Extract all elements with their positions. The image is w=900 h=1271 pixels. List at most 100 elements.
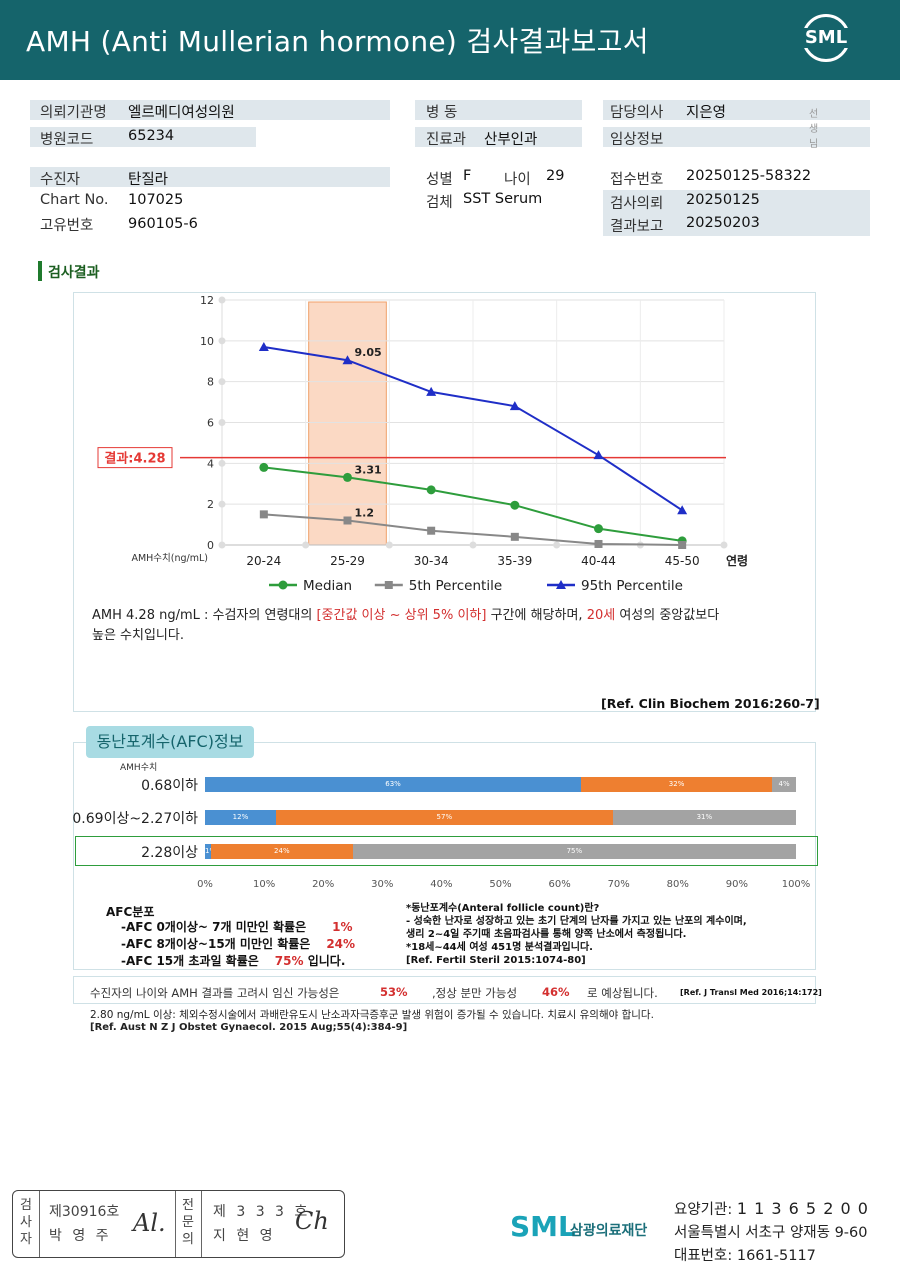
divider xyxy=(201,1191,202,1257)
hospital-code-label: 병원코드 xyxy=(40,132,94,148)
x-tick-dot xyxy=(385,541,393,549)
afc-tick-label: 60% xyxy=(548,879,571,890)
info-bar xyxy=(30,127,256,147)
chart-reference: [Ref. Clin Biochem 2016:260-7] xyxy=(601,696,820,711)
code-value: 1 1 3 6 5 2 0 0 xyxy=(736,1199,869,1218)
y-tick-label: 10 xyxy=(200,335,214,348)
receipt-value: 20250125-58322 xyxy=(686,168,812,184)
series-line xyxy=(263,513,683,546)
afc-bar-segment: 12% xyxy=(205,810,276,825)
phone-label: 대표번호: xyxy=(674,1248,737,1264)
y-tick-label: 6 xyxy=(207,417,214,430)
institution-value: 엘르메디여성의원 xyxy=(128,105,235,121)
info-bar xyxy=(603,100,870,120)
interp-range: [중간값 이상 ~ 상위 5% 이하] xyxy=(316,608,487,623)
info-bar xyxy=(415,127,582,147)
afc-bar-segment: 24% xyxy=(210,844,353,859)
y-tick-dot xyxy=(218,541,226,549)
hospital-code-value: 65234 xyxy=(128,128,175,144)
specimen-label: 검체 xyxy=(426,195,453,211)
afc-bar-segment: 4% xyxy=(772,777,796,792)
sml-logo: SML xyxy=(796,14,856,66)
institution-code: 요양기관: 1 1 3 6 5 2 0 0 xyxy=(674,1198,869,1219)
afc-dist-text: -AFC 8개이상~15개 미만인 확률은 xyxy=(121,937,311,951)
afc-tick-label: 20% xyxy=(312,879,335,890)
afc-bar-segment: 1% xyxy=(205,844,211,859)
dept-value: 산부인과 xyxy=(484,132,538,148)
result-label-box xyxy=(97,447,173,469)
data-point xyxy=(342,355,353,365)
series-line xyxy=(263,466,683,542)
afc-desc-line: - 성숙한 난자로 성장하고 있는 초기 단계의 난자를 가지고 있는 난포의 … xyxy=(406,916,747,927)
y-tick-label: 8 xyxy=(207,376,214,389)
legend-marker xyxy=(384,581,393,589)
legend-label: Median xyxy=(303,578,352,594)
y-tick-dot xyxy=(218,378,226,386)
logo-text: SML xyxy=(800,28,852,48)
x-tick-dot xyxy=(469,541,477,549)
data-point xyxy=(343,472,352,482)
y-axis-label: AMH수치(ng/mL) xyxy=(131,552,208,564)
afc-dist-item: -AFC 0개이상~ 7개 미만인 확률은 1% xyxy=(121,918,353,935)
afc-tick-label: 80% xyxy=(666,879,689,890)
sex-value: F xyxy=(463,168,472,184)
x-tick-label: 45-50 xyxy=(665,554,700,568)
data-point xyxy=(594,539,603,548)
afc-axis-caption: AMH수치 xyxy=(120,763,158,773)
data-point xyxy=(510,500,520,510)
patient-label: 수진자 xyxy=(40,172,81,188)
y-tick-dot xyxy=(218,459,226,467)
afc-desc-line: *동난포계수(Anteral follicle count)란? xyxy=(406,903,600,914)
x-tick-dot xyxy=(302,541,310,549)
y-tick-label: 4 xyxy=(207,457,214,470)
institution-label: 의뢰기관명 xyxy=(40,105,107,121)
receipt-label: 접수번호 xyxy=(610,172,664,188)
x-tick-label: 20-24 xyxy=(246,554,281,568)
interp-part2: 구간에 해당하며, xyxy=(486,608,587,623)
afc-dist-item: -AFC 15개 초과일 확률은 75% 입니다. xyxy=(121,952,345,969)
label-char: 전 xyxy=(182,1198,194,1213)
afc-dist-text: -AFC 0개이상~ 7개 미만인 확률은 xyxy=(121,920,307,934)
label-char: 의 xyxy=(182,1232,194,1247)
report-header: AMH (Anti Mullerian hormone) 검사결과보고서 SML xyxy=(0,0,900,80)
data-label: 1.2 xyxy=(355,507,375,520)
y-tick-label: 0 xyxy=(207,539,214,552)
x-tick-label: 35-39 xyxy=(497,554,532,568)
interp-part1: AMH 4.28 ng/mL : 수검자의 연령대의 xyxy=(92,608,317,623)
interpretation-line1: AMH 4.28 ng/mL : 수검자의 연령대의 [중간값 이상 ~ 상위 … xyxy=(92,606,719,626)
specialist-license: 제 3 3 3 호 xyxy=(213,1204,311,1220)
ward-label: 병 동 xyxy=(426,105,458,121)
sex-label: 성별 xyxy=(426,172,453,188)
result-label: 결과:4.28 xyxy=(104,451,165,467)
code-label: 요양기관: xyxy=(674,1202,737,1218)
pregnancy-panel xyxy=(73,976,816,1004)
chart-no-value: 107025 xyxy=(128,192,184,208)
footer-address: 서울특별시 서초구 양재동 9-60 xyxy=(674,1225,868,1241)
data-point xyxy=(426,485,436,495)
afc-bar-segment: 31% xyxy=(612,810,796,825)
specialist-signature: Ch xyxy=(295,1207,329,1235)
afc-dist-pct: 1% xyxy=(332,920,353,934)
data-point xyxy=(510,532,519,541)
y-tick-dot xyxy=(218,419,226,426)
afc-dist-pct: 75% xyxy=(274,954,304,968)
specialist-name: 지 현 영 xyxy=(213,1228,276,1244)
info-bar xyxy=(30,100,390,120)
afc-highlight-row xyxy=(75,836,818,866)
pregnancy-rate: 53% xyxy=(380,985,408,999)
footer-corp-name: 삼광의료재단 xyxy=(570,1223,648,1239)
pregnancy-part1: 수진자의 나이와 AMH 결과를 고려시 임신 가능성은 xyxy=(90,986,340,1000)
ohss-ref: [Ref. Aust N Z J Obstet Gynaecol. 2015 A… xyxy=(90,1022,408,1033)
age-value: 29 xyxy=(546,168,565,184)
afc-desc-line: *18세~44세 여성 451명 분석결과입니다. xyxy=(406,942,593,953)
footer-logo: SML 삼광의료재단 xyxy=(510,1200,660,1256)
x-axis-label: 연령 xyxy=(726,553,748,568)
data-point xyxy=(343,516,352,525)
x-tick-label: 40-44 xyxy=(581,554,616,568)
doctor-name: 지은영 xyxy=(686,105,727,121)
interp-age: 20세 xyxy=(586,608,616,623)
pregnancy-part3: 로 예상됩니다. xyxy=(587,986,658,1000)
unique-id-label: 고유번호 xyxy=(40,218,94,234)
info-bar xyxy=(603,127,870,147)
inspector-license: 제30916호 xyxy=(49,1204,120,1220)
